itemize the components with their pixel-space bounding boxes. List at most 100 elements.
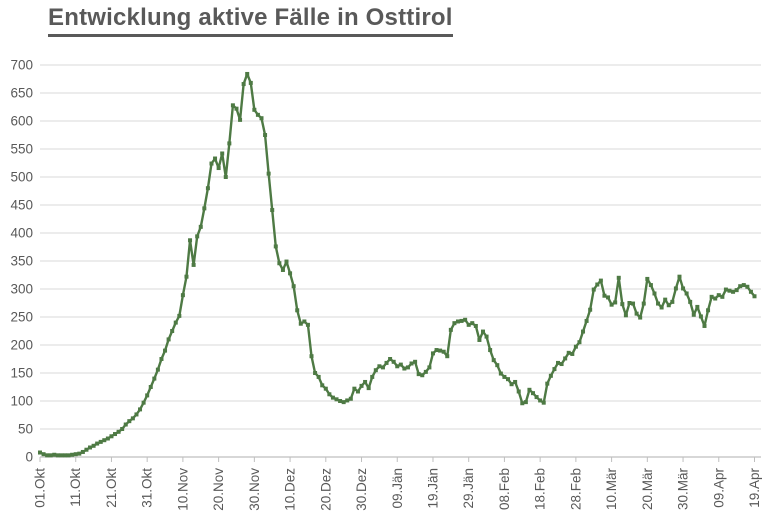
- gridlines: [40, 64, 761, 458]
- y-tick-label: 400: [10, 226, 33, 241]
- data-point-marker: [666, 303, 671, 308]
- data-point-marker: [116, 429, 121, 434]
- data-point-marker: [723, 287, 728, 292]
- data-point-marker: [80, 449, 85, 454]
- data-point-marker: [534, 395, 539, 400]
- data-point-marker: [452, 321, 457, 326]
- data-point-marker: [556, 360, 561, 365]
- data-point-marker: [388, 357, 393, 361]
- data-point-marker: [41, 452, 46, 457]
- data-point-marker: [545, 381, 550, 386]
- y-tick-label: 700: [10, 58, 33, 73]
- data-point-marker: [234, 106, 239, 111]
- x-tick-label: 10.Dez: [283, 468, 298, 511]
- data-point-marker: [409, 361, 414, 366]
- data-point-marker: [627, 301, 632, 305]
- data-point-marker: [698, 314, 703, 319]
- data-point-marker: [591, 287, 596, 292]
- data-point-marker: [280, 267, 285, 272]
- data-point-marker: [684, 291, 689, 296]
- data-point-marker: [691, 312, 696, 317]
- data-point-marker: [716, 293, 721, 298]
- data-point-marker: [366, 386, 371, 391]
- data-point-marker: [59, 453, 64, 458]
- data-point-marker: [702, 323, 707, 328]
- data-point-marker: [38, 450, 42, 455]
- y-tick-label: 350: [10, 254, 33, 269]
- data-point-marker: [466, 322, 471, 327]
- data-point-marker: [602, 293, 607, 298]
- data-point-marker: [395, 364, 400, 369]
- y-tick-label: 600: [10, 114, 33, 129]
- data-point-marker: [652, 291, 657, 296]
- data-point-marker: [334, 397, 339, 402]
- data-point-marker: [180, 293, 185, 298]
- x-tick-label: 18.Feb: [533, 468, 548, 510]
- data-point-marker: [527, 387, 532, 392]
- data-point-marker: [66, 453, 71, 458]
- data-point-marker: [327, 392, 332, 397]
- data-point-marker: [434, 348, 439, 353]
- data-point-marker: [284, 259, 289, 264]
- data-point-marker: [355, 389, 360, 394]
- data-point-marker: [191, 262, 196, 267]
- x-tick-label: 28.Feb: [568, 468, 583, 510]
- data-point-marker: [731, 289, 736, 294]
- data-point-marker: [448, 327, 453, 332]
- data-point-marker: [520, 401, 525, 406]
- data-point-marker: [373, 368, 378, 373]
- data-point-marker: [288, 271, 293, 276]
- data-point-marker: [720, 294, 725, 299]
- y-axis-labels: 0 50 100 150 200 250 300 350 400 450 500 550 600 650 7…: [10, 58, 33, 465]
- data-point-marker: [445, 354, 450, 359]
- data-point-marker: [727, 288, 732, 293]
- data-point-marker: [330, 395, 335, 400]
- data-point-marker: [184, 274, 189, 279]
- data-point-marker: [320, 383, 325, 388]
- data-point-marker: [584, 318, 589, 323]
- data-point-marker: [609, 302, 614, 307]
- data-point-marker: [205, 186, 210, 191]
- data-point-marker: [634, 311, 639, 316]
- data-point-marker: [177, 313, 182, 318]
- data-point-marker: [595, 282, 600, 287]
- data-point-marker: [123, 422, 128, 427]
- data-point-marker: [73, 452, 78, 457]
- data-point-marker: [616, 275, 621, 280]
- data-point-marker: [552, 367, 557, 372]
- y-tick-label: 450: [10, 198, 33, 213]
- data-point-marker: [673, 286, 678, 291]
- data-point-marker: [748, 289, 753, 294]
- y-tick-label: 100: [10, 394, 33, 409]
- data-point-marker: [338, 399, 343, 403]
- x-tick-label: 08.Feb: [497, 468, 512, 510]
- data-point-marker: [273, 244, 278, 249]
- data-point-marker: [113, 432, 118, 437]
- data-point-marker: [245, 71, 250, 76]
- data-point-marker: [70, 452, 75, 457]
- x-tick-label: 20.Nov: [211, 468, 226, 511]
- data-point-marker: [255, 112, 260, 117]
- data-point-marker: [370, 374, 375, 379]
- data-point-marker: [484, 334, 489, 339]
- data-point-marker: [420, 373, 425, 378]
- x-tick-label: 20.Dez: [318, 468, 333, 511]
- data-point-marker: [663, 297, 668, 302]
- data-point-marker: [223, 175, 228, 179]
- data-point-marker: [427, 365, 432, 370]
- data-point-marker: [677, 274, 682, 279]
- data-point-marker: [645, 276, 650, 281]
- data-point-marker: [313, 371, 318, 375]
- data-point-marker: [84, 447, 89, 452]
- x-tick-label: 10.Nov: [175, 468, 190, 511]
- data-point-marker: [259, 116, 264, 121]
- data-point-marker: [298, 321, 303, 326]
- data-point-marker: [98, 439, 103, 444]
- data-point-marker: [363, 379, 368, 384]
- series-markers: [38, 71, 757, 458]
- data-point-marker: [316, 374, 321, 379]
- y-tick-label: 250: [10, 310, 33, 325]
- data-point-marker: [423, 369, 428, 374]
- data-point-marker: [95, 441, 100, 446]
